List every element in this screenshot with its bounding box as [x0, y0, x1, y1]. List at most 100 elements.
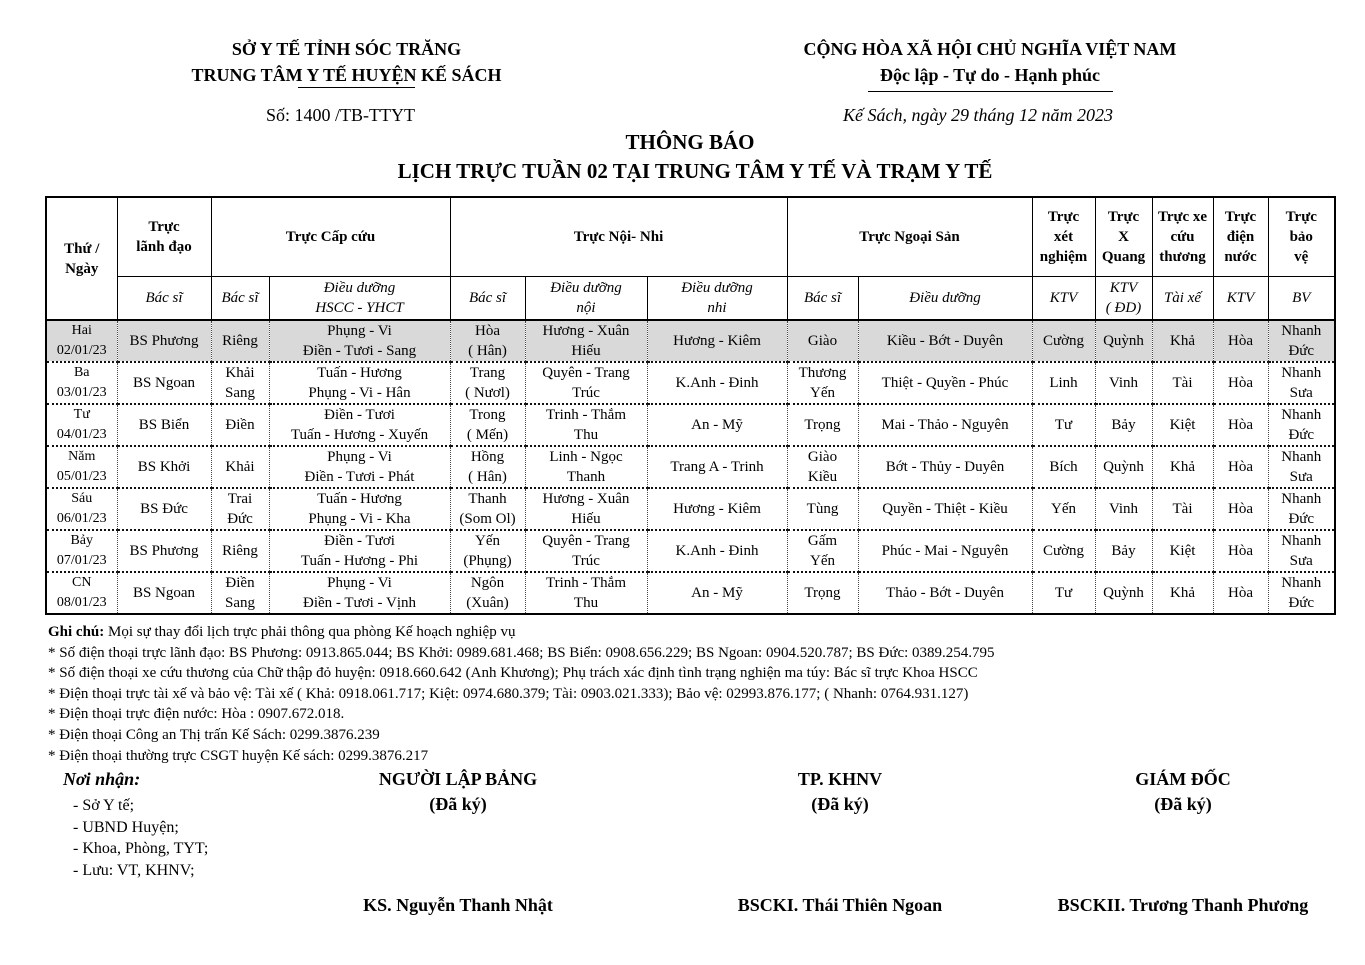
duty-cell: Bảy: [1094, 404, 1153, 447]
duty-cell: Trọng: [786, 572, 859, 614]
signature-name: BSCKI. Thái Thiên Ngoan: [737, 895, 943, 915]
duty-cell: BS Đức: [116, 488, 212, 531]
duty-cell: Nhanh Đức: [1267, 488, 1336, 531]
day-date-cell: Năm 05/01/23: [45, 446, 118, 489]
duty-cell: Quyên - Trang Trúc: [524, 362, 648, 405]
duty-cell: Hòa: [1212, 446, 1269, 489]
duty-cell: Hương - Kiêm: [646, 488, 788, 531]
signature-status: (Đã ký): [1154, 794, 1212, 814]
duty-cell: Nhanh Đức: [1267, 320, 1336, 363]
duty-cell: Khả: [1151, 446, 1214, 489]
note-line: * Số điện thoại xe cứu thương của Chữ th…: [48, 665, 978, 682]
duty-cell: Riêng: [210, 320, 270, 363]
duty-cell: Tuấn - Hương Phụng - Vi - Hân: [268, 362, 451, 405]
recipients-list: - Sở Y tế; - UBND Huyện; - Khoa, Phòng, …: [73, 795, 208, 881]
right-underline: [868, 91, 1113, 92]
duty-cell: Yến (Phụng): [449, 530, 526, 573]
table-row: Ba 03/01/23 BS Ngoan Khải Sang Tuấn - Hương…: [45, 362, 1336, 405]
duty-cell: Trinh - Thắm Thu: [524, 572, 648, 614]
table-row: Hai 02/01/23 BS Phương Riêng Phụng - Vi Điề…: [45, 320, 1336, 363]
duty-cell: Khả: [1151, 572, 1214, 614]
sub-header-cell: KTV: [1212, 276, 1269, 321]
group-header-cell: Trực Cấp cứu: [210, 196, 451, 277]
duty-cell: Gấm Yến: [786, 530, 859, 573]
duty-cell: Phụng - Vi Điền - Tươi - Phát: [268, 446, 451, 489]
day-date-cell: Hai 02/01/23: [45, 320, 118, 363]
group-header-cell: Thứ / Ngày: [45, 196, 118, 321]
duty-cell: Quỳnh: [1094, 320, 1153, 363]
duty-cell: Thanh (Som Ol): [449, 488, 526, 531]
sub-header-cell: Điều dưỡng: [857, 276, 1033, 321]
duty-cell: Kiều - Bớt - Duyên: [857, 320, 1033, 363]
duty-cell: Thiệt - Quyền - Phúc: [857, 362, 1033, 405]
duty-cell: Giào: [786, 320, 859, 363]
group-header-row: Thứ / Ngày Trực lãnh đạo Trực Cấp cứu Trực …: [45, 196, 1336, 321]
agency-name: SỞ Y TẾ TỈNH SÓC TRĂNG: [231, 39, 462, 59]
sub-header-cell: Bác sĩ: [449, 276, 526, 321]
sub-header-row: Bác sĩ Bác sĩ Điều dưỡng HSCC - YHCT Bác sĩ…: [46, 276, 1336, 321]
duty-cell: Hòa: [1212, 530, 1269, 573]
group-header-cell: Trực điện nước: [1212, 196, 1269, 277]
notes-section: Ghi chú: Mọi sự thay đổi lịch trực phải …: [48, 622, 995, 766]
duty-cell: Phụng - Vi Điền - Tươi - Vịnh: [268, 572, 451, 614]
duty-cell: Riêng: [210, 530, 270, 573]
center-name: TRUNG TÂM Y TẾ HUYỆN KẾ SÁCH: [191, 65, 502, 85]
notes-label: Ghi chú:: [48, 624, 105, 640]
signature-role: NGƯỜI LẬP BẢNG: [378, 769, 538, 789]
group-header-cell: Trực xe cứu thương: [1151, 196, 1214, 277]
day-date-cell: Sáu 06/01/23: [45, 488, 118, 531]
duty-cell: Điền Sang: [210, 572, 270, 614]
duty-cell: Trinh - Thắm Thu: [524, 404, 648, 447]
duty-cell: Quyền - Thiệt - Kiều: [857, 488, 1033, 531]
recipient-item: - Khoa, Phòng, TYT;: [73, 840, 209, 857]
duty-cell: Nhanh Đức: [1267, 572, 1336, 614]
duty-cell: Tư: [1031, 572, 1096, 614]
duty-cell: BS Ngoan: [116, 572, 212, 614]
duty-cell: Điền - Tươi Tuấn - Hương - Phi: [268, 530, 451, 573]
duty-cell: BS Khởi: [116, 446, 212, 489]
duty-cell: Kiệt: [1151, 530, 1214, 573]
duty-cell: Hòa: [1212, 362, 1269, 405]
signature-role: GIÁM ĐỐC: [1135, 769, 1231, 789]
duty-cell: Trang ( Nươl): [449, 362, 526, 405]
recipient-item: - Lưu: VT, KHNV;: [73, 861, 195, 879]
note-line: * Điện thoại trực tài xế và bảo vệ: Tài …: [48, 685, 969, 702]
duty-cell: Nhanh Sưa: [1267, 530, 1336, 573]
duty-cell: BS Biển: [116, 404, 212, 447]
duty-cell: Khải Sang: [210, 362, 270, 405]
duty-cell: Tư: [1031, 404, 1096, 447]
group-header-cell: Trực X Quang: [1094, 196, 1153, 277]
duty-cell: Phúc - Mai - Nguyên: [857, 530, 1033, 573]
recipient-item: - Sở Y tế;: [73, 797, 135, 814]
duty-cell: Trọng: [786, 404, 859, 447]
signature-name: KS. Nguyễn Thanh Nhật: [363, 895, 553, 915]
duty-cell: Thương Yến: [786, 362, 859, 405]
duty-cell: Khả: [1151, 320, 1214, 363]
duty-cell: K.Anh - Đinh: [646, 530, 788, 573]
motto: Độc lập - Tự do - Hạnh phúc: [879, 65, 1101, 85]
day-date-cell: Bảy 07/01/23: [45, 530, 118, 573]
note-line: * Điện thoại trực điện nước: Hòa : 0907.…: [48, 706, 345, 723]
duty-cell: Cường: [1031, 530, 1096, 573]
duty-cell: Ngôn (Xuân): [449, 572, 526, 614]
duty-cell: Kiệt: [1151, 404, 1214, 447]
duty-cell: Mai - Thảo - Nguyên: [857, 404, 1033, 447]
duty-cell: BS Phương: [116, 320, 212, 363]
note-line: * Điện thoại Công an Thị trấn Kế Sách: 0…: [48, 726, 380, 743]
sub-header-cell: Bác sĩ: [116, 276, 212, 321]
table-row: CN 08/01/23 BS Ngoan Điền Sang Phụng - Vi Đ…: [45, 572, 1336, 614]
duty-cell: Hương - Kiêm: [646, 320, 788, 363]
duty-cell: Tùng: [786, 488, 859, 531]
sub-header-cell: BV: [1267, 276, 1336, 321]
duty-cell: Tài: [1151, 362, 1214, 405]
duty-cell: BS Ngoan: [116, 362, 212, 405]
duty-cell: Hồng ( Hân): [449, 446, 526, 489]
duty-cell: Trong ( Mến): [449, 404, 526, 447]
document-number: Số: 1400 /TB-TTYT: [266, 105, 415, 125]
duty-cell: Quỳnh: [1094, 446, 1153, 489]
sub-header-cell: Bác sĩ: [786, 276, 859, 321]
duty-cell: Hương - Xuân Hiếu: [524, 320, 648, 363]
document-date: Kế Sách, ngày 29 tháng 12 năm 2023: [843, 105, 1113, 125]
duty-cell: Điền - Tươi Tuấn - Hương - Xuyến: [268, 404, 451, 447]
duty-cell: Tài: [1151, 488, 1214, 531]
